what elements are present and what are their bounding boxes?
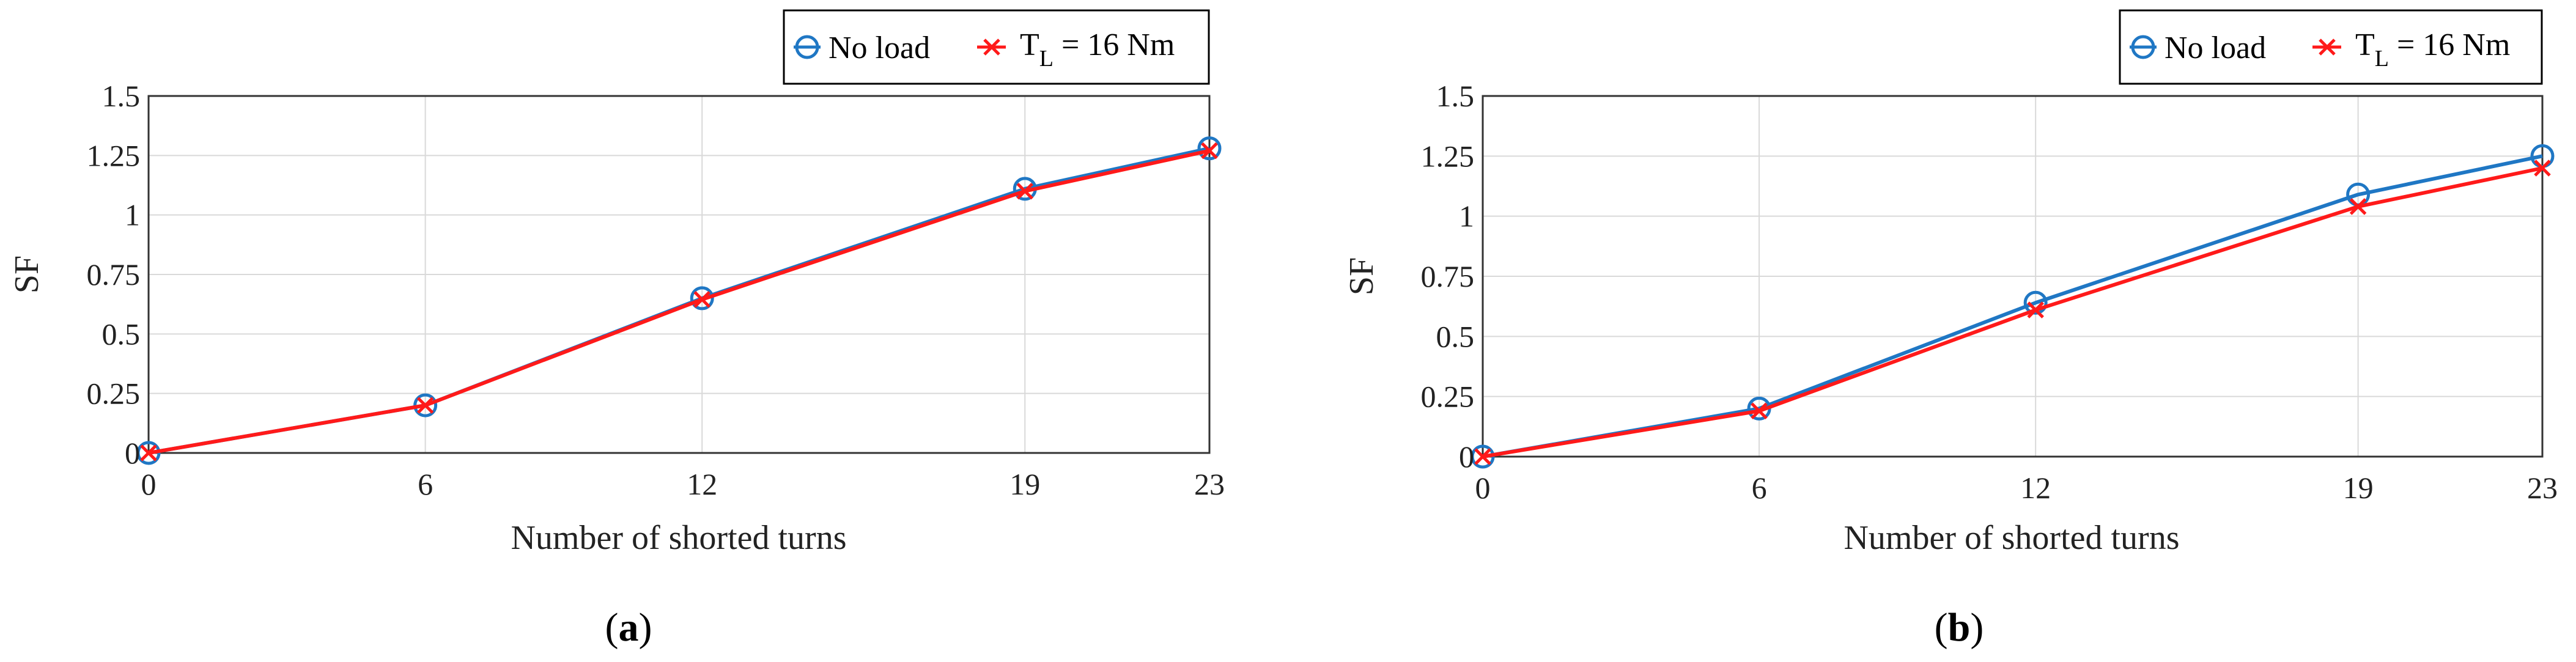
y-tick-label: 0.25 <box>87 377 141 411</box>
y-tick-label: 0 <box>125 436 140 470</box>
y-tick-label: 0.5 <box>1436 319 1475 353</box>
data-point-x <box>693 291 710 308</box>
legend-entry-no-load: No load <box>2130 31 2266 65</box>
data-point-circle <box>690 286 714 311</box>
legend-label-tl: TL = 16 Nm <box>1020 28 1175 72</box>
legend-label-no-load: No load <box>2165 31 2266 65</box>
y-tick-labels: 0 0.25 0.5 0.75 1 1.25 1.5 <box>87 79 141 470</box>
x-tick-label: 23 <box>2527 471 2558 505</box>
data-point-x-stroke <box>140 444 157 462</box>
data-point-x <box>1751 402 1768 420</box>
plot-frame <box>1482 95 2544 458</box>
plot-frame <box>147 95 1211 454</box>
legend: No load TL = 16 Nm <box>783 9 1210 85</box>
data-point-x <box>140 444 157 462</box>
series-group <box>1471 144 2555 469</box>
data-point-x <box>1474 448 1491 465</box>
x-tick-label: 6 <box>1752 471 1767 505</box>
series-line-tl-16nm <box>148 149 1210 455</box>
data-point-x <box>2349 198 2367 215</box>
y-tick-label: 1.25 <box>1421 139 1475 173</box>
series-line-no-load <box>148 146 1210 455</box>
data-point-circle <box>2023 290 2048 315</box>
data-point-x <box>2534 160 2551 177</box>
y-tick-label: 0.75 <box>87 257 141 292</box>
y-tick-label: 1.5 <box>102 79 141 113</box>
chart-panel-b: 0 0.25 0.5 0.75 1 1.25 1.5 0 6 12 19 23 SF Number … <box>1343 9 2558 650</box>
legend: No load TL = 16 Nm <box>2119 9 2543 85</box>
data-point-x-stroke <box>416 397 434 414</box>
y-tick-label: 0.25 <box>1421 380 1475 414</box>
data-point-x-stroke <box>1201 142 1218 160</box>
data-point-x-stroke <box>693 291 710 308</box>
y-axis-label: SF <box>8 256 46 293</box>
x-tick-labels: 0 6 12 19 23 <box>1475 471 2558 505</box>
data-point-x-stroke <box>2027 301 2044 318</box>
legend-x-marker <box>983 39 1000 56</box>
data-point-x-stroke <box>2349 198 2367 215</box>
chart-panel-a: 0 0.25 0.5 0.75 1 1.25 1.5 0 6 12 19 23 SF Number … <box>8 9 1225 650</box>
x-tick-label: 12 <box>2020 471 2051 505</box>
data-point-x-stroke <box>1751 402 1768 420</box>
x-tick-label: 0 <box>141 467 157 501</box>
y-tick-label: 0 <box>1459 439 1474 474</box>
x-tick-label: 19 <box>2343 471 2374 505</box>
legend-circle-marker <box>795 35 819 59</box>
data-point-x <box>1016 182 1034 200</box>
grid-lines <box>148 95 1210 454</box>
legend-label-no-load: No load <box>829 31 930 65</box>
x-axis-label: Number of shorted turns <box>511 519 846 557</box>
legend-x-marker <box>2319 39 2336 56</box>
data-point-x <box>1201 142 1218 160</box>
x-tick-label: 23 <box>1194 467 1225 501</box>
data-point-x <box>2027 301 2044 318</box>
grid-lines <box>1482 95 2543 457</box>
legend-entry-tl: TL = 16 Nm <box>977 28 1175 72</box>
x-axis-label: Number of shorted turns <box>1843 519 2179 557</box>
y-tick-label: 1.25 <box>87 138 141 172</box>
legend-circle-marker <box>2131 35 2155 59</box>
data-point-x-stroke <box>1474 448 1491 465</box>
series-group <box>136 136 1222 465</box>
legend-entry-no-load: No load <box>794 31 930 65</box>
y-tick-label: 1 <box>1459 199 1474 234</box>
y-tick-labels: 0 0.25 0.5 0.75 1 1.25 1.5 <box>1421 79 1475 474</box>
legend-label-tl: TL = 16 Nm <box>2355 28 2510 72</box>
y-tick-label: 1.5 <box>1436 79 1475 113</box>
y-axis-label: SF <box>1343 257 1381 295</box>
y-tick-label: 0.75 <box>1421 259 1475 293</box>
legend-entry-tl: TL = 16 Nm <box>2312 28 2510 72</box>
x-tick-label: 19 <box>1009 467 1040 501</box>
data-point-circle <box>1197 136 1222 161</box>
y-tick-label: 1 <box>125 198 140 232</box>
panel-caption-a: (a) <box>605 605 652 650</box>
data-point-x-stroke <box>1016 182 1034 200</box>
data-point-x <box>416 397 434 414</box>
x-tick-label: 0 <box>1475 471 1491 505</box>
data-point-x-stroke <box>2534 160 2551 177</box>
x-tick-labels: 0 6 12 19 23 <box>141 467 1225 501</box>
panel-caption-b: (b) <box>1935 605 1984 650</box>
y-tick-label: 0.5 <box>102 317 141 351</box>
x-tick-label: 12 <box>687 467 717 501</box>
x-tick-label: 6 <box>418 467 433 501</box>
